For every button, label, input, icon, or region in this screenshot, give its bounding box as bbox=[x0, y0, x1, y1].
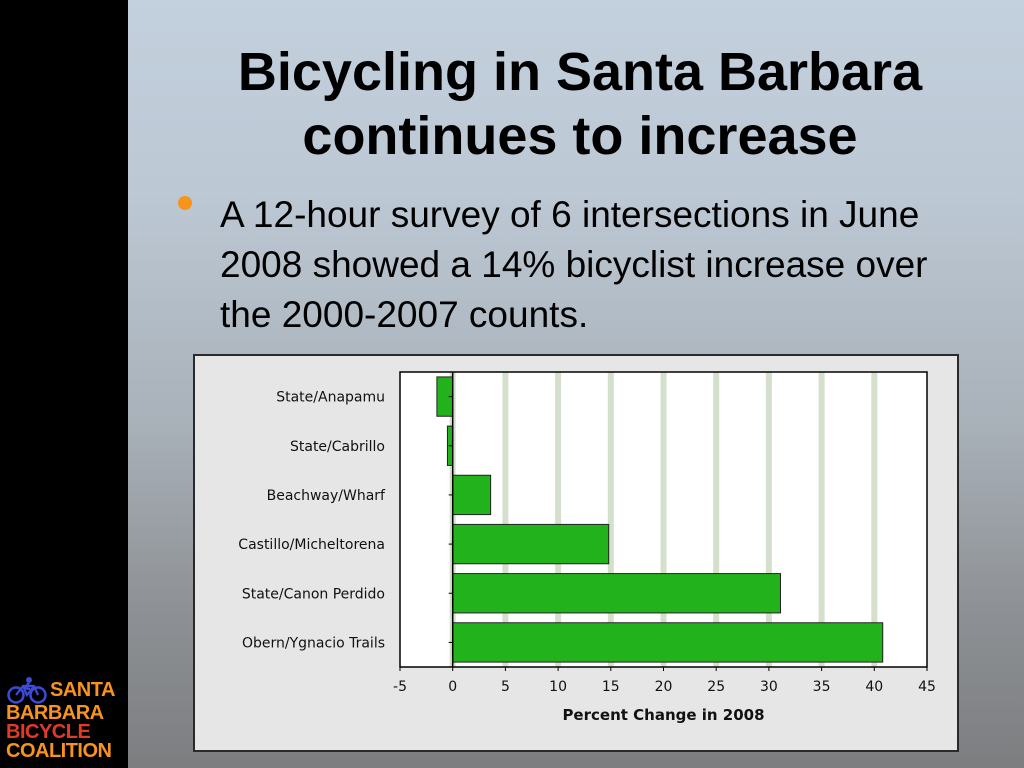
slide-title-line2: continues to increase bbox=[302, 106, 858, 166]
x-tick-label: 30 bbox=[760, 679, 778, 695]
bar-chart: State/Anapamu State/Cabrillo Beachway/Whar… bbox=[193, 354, 959, 752]
logo-line-bicycle: BICYCLE bbox=[6, 721, 91, 743]
category-label: State/Canon Perdido bbox=[242, 586, 385, 602]
coalition-logo: SANTA BARBARA BICYCLE COALITION bbox=[6, 676, 124, 761]
gridline bbox=[555, 372, 562, 667]
slide-title-line1: Bicycling in Santa Barbara bbox=[237, 42, 923, 102]
gridline bbox=[607, 372, 614, 667]
gridline bbox=[713, 372, 720, 667]
x-tick-label: 35 bbox=[813, 679, 831, 695]
x-tick-label: -5 bbox=[393, 679, 407, 695]
bar-chart-svg: State/Anapamu State/Cabrillo Beachway/Whar… bbox=[238, 371, 936, 724]
x-tick-label: 0 bbox=[448, 679, 457, 695]
category-label: State/Cabrillo bbox=[290, 439, 385, 455]
x-tick-label: 5 bbox=[501, 679, 510, 695]
logo-line-barbara: BARBARA bbox=[6, 702, 104, 724]
x-tick-label: 25 bbox=[707, 679, 725, 695]
category-label: State/Anapamu bbox=[276, 390, 385, 406]
x-tick-label: 15 bbox=[602, 679, 620, 695]
bar bbox=[452, 573, 781, 614]
bicycle-icon bbox=[7, 677, 47, 704]
x-tick-label: 40 bbox=[865, 679, 883, 695]
bar bbox=[452, 523, 610, 565]
x-tick-label: 45 bbox=[918, 679, 936, 695]
bar bbox=[452, 474, 492, 516]
gridline bbox=[818, 372, 825, 667]
slide-title: Bicycling in Santa Barbara continues to … bbox=[150, 40, 1010, 168]
x-tick-label: 20 bbox=[655, 679, 673, 695]
gridline bbox=[660, 372, 667, 667]
logo-line-coalition: COALITION bbox=[6, 740, 112, 762]
category-label: Beachway/Wharf bbox=[267, 488, 386, 504]
bullet-text: A 12-hour survey of 6 intersections in J… bbox=[220, 194, 928, 335]
gridline bbox=[871, 372, 878, 667]
gridline bbox=[765, 372, 772, 667]
bullet-icon bbox=[178, 196, 192, 210]
gridline bbox=[502, 372, 509, 667]
x-axis-label: Percent Change in 2008 bbox=[562, 706, 764, 724]
category-label: Obern/Ygnacio Trails bbox=[242, 635, 385, 651]
x-tick-label: 10 bbox=[549, 679, 567, 695]
bar bbox=[452, 622, 884, 663]
bullet-point: A 12-hour survey of 6 intersections in J… bbox=[178, 190, 958, 340]
category-label: Castillo/Micheltorena bbox=[238, 537, 385, 553]
logo-line-santa: SANTA bbox=[50, 678, 115, 701]
left-sidebar-bar bbox=[0, 0, 128, 768]
